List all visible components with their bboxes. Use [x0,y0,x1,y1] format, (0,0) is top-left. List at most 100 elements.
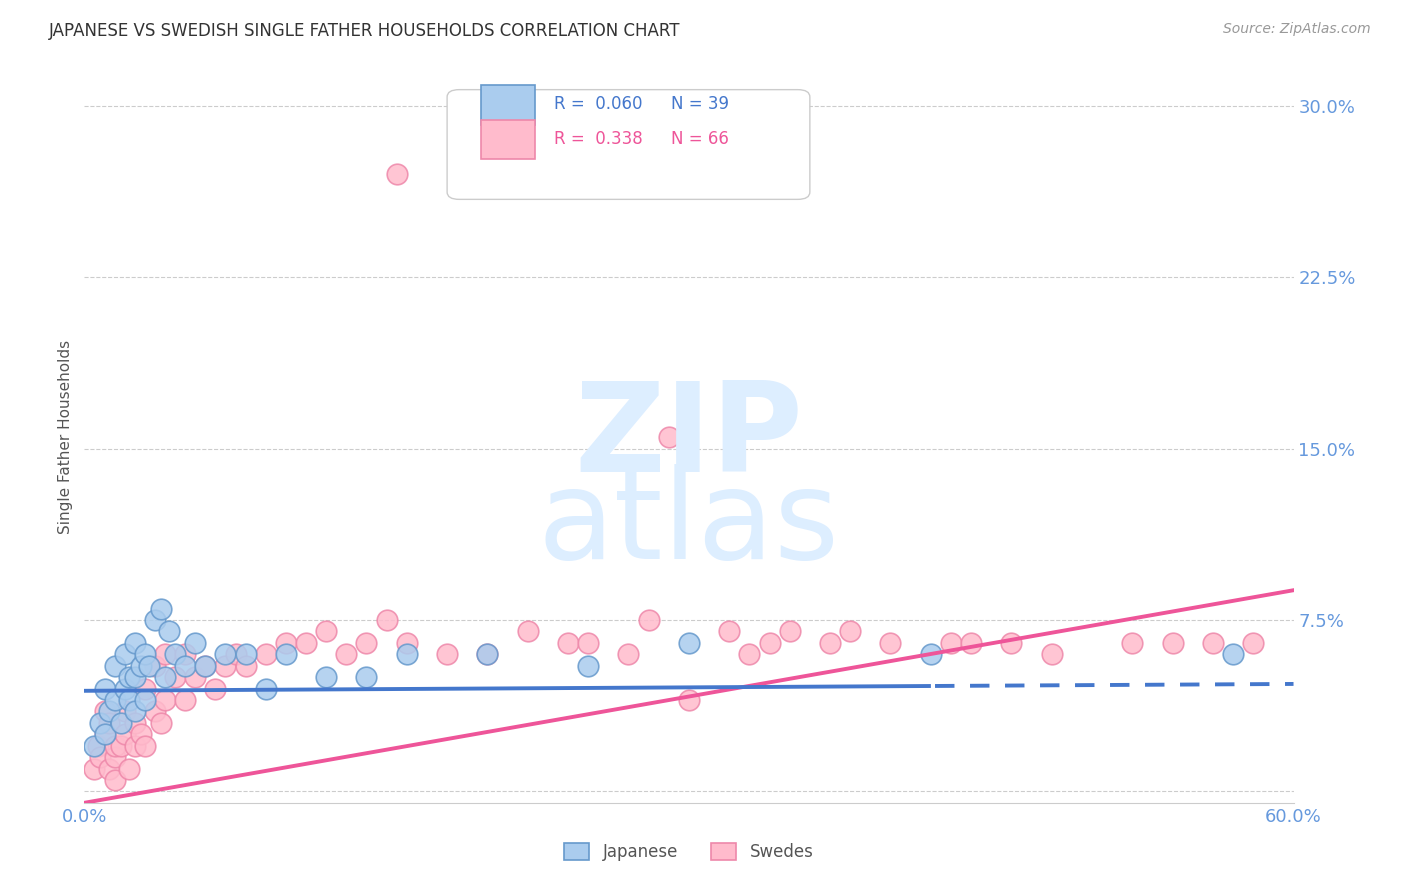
Point [174,647,197,661]
Point [129,658,152,673]
Point [960,636,983,650]
Point [1161,636,1184,650]
Point [104,658,127,673]
Point [1040,647,1063,661]
Point [153,647,176,661]
Point [124,670,146,684]
Point [157,624,180,639]
Text: JAPANESE VS SWEDISH SINGLE FATHER HOUSEHOLDS CORRELATION CHART: JAPANESE VS SWEDISH SINGLE FATHER HOUSEH… [49,22,681,40]
Point [104,693,127,707]
Point [114,727,136,741]
Point [93,727,115,741]
Point [149,601,172,615]
Point [104,739,127,753]
Point [356,636,378,650]
Point [83,739,105,753]
Point [1222,647,1244,661]
Point [124,715,146,730]
Point [939,636,962,650]
Point [235,658,257,673]
Point [97,762,120,776]
Point [138,658,160,673]
Point [104,772,127,787]
Point [254,681,277,696]
Point [214,658,236,673]
Point [194,658,217,673]
Point [576,658,599,673]
Point [118,762,141,776]
Text: N = 39: N = 39 [671,95,728,113]
Point [194,658,217,673]
Point [516,624,538,639]
Point [93,705,115,719]
Point [134,739,156,753]
Point [436,647,458,661]
Point [274,647,297,661]
Point [477,647,499,661]
Point [97,705,120,719]
Point [557,636,579,650]
Point [104,750,127,764]
Point [134,647,156,661]
Point [174,658,197,673]
Point [153,693,176,707]
Point [576,636,599,650]
Point [87,739,110,753]
Point [385,167,408,181]
Point [315,624,337,639]
Point [225,647,247,661]
Text: atlas: atlas [538,465,839,585]
Point [295,636,318,650]
Point [779,624,801,639]
Point [920,647,942,661]
Point [839,624,862,639]
Point [184,670,207,684]
Point [143,613,166,627]
Point [184,636,207,650]
Point [124,636,146,650]
Point [114,647,136,661]
Point [758,636,780,650]
Point [134,693,156,707]
Point [818,636,841,650]
Point [89,750,111,764]
Point [718,624,741,639]
FancyBboxPatch shape [481,120,536,159]
Point [165,647,187,661]
Point [658,430,681,444]
Point [165,670,187,684]
Point [214,647,236,661]
Point [93,727,115,741]
Point [617,647,640,661]
Point [395,636,418,650]
Text: ZIP: ZIP [575,376,803,498]
Point [118,670,141,684]
Point [83,762,105,776]
Point [274,636,297,650]
Point [1202,636,1225,650]
Point [738,647,761,661]
Point [149,715,172,730]
Point [93,681,115,696]
FancyBboxPatch shape [447,90,810,200]
Text: Source: ZipAtlas.com: Source: ZipAtlas.com [1223,22,1371,37]
Point [110,715,132,730]
Point [153,670,176,684]
Point [89,715,111,730]
Text: R =  0.338: R = 0.338 [554,129,643,148]
Text: N = 66: N = 66 [671,129,728,148]
Point [637,613,659,627]
Point [124,739,146,753]
Point [118,693,141,707]
Point [174,693,197,707]
Point [204,681,226,696]
Legend: Japanese, Swedes: Japanese, Swedes [558,836,820,868]
Point [335,647,357,661]
Point [315,670,337,684]
Point [97,715,120,730]
Point [879,636,901,650]
Point [114,681,136,696]
Point [110,739,132,753]
Text: R =  0.060: R = 0.060 [554,95,643,113]
Y-axis label: Single Father Households: Single Father Households [58,340,73,534]
